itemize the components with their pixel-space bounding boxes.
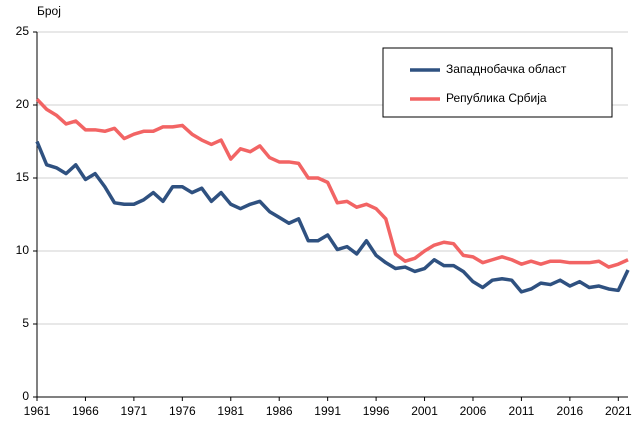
x-tick-label: 2016 <box>557 404 584 418</box>
y-tick-label: 20 <box>16 97 30 111</box>
x-tick-label: 1976 <box>169 404 196 418</box>
x-tick-label: 2021 <box>605 404 632 418</box>
y-tick-label: 25 <box>16 24 30 38</box>
x-tick-label: 2006 <box>460 404 487 418</box>
x-tick-label: 1961 <box>24 404 51 418</box>
x-tick-label: 1981 <box>217 404 244 418</box>
y-tick-label: 15 <box>16 170 30 184</box>
series-line <box>35 97 629 269</box>
y-tick-label: 0 <box>22 389 29 403</box>
x-tick-label: 1991 <box>314 404 341 418</box>
y-tick-label: 5 <box>22 316 29 330</box>
x-tick-label: 1966 <box>72 404 99 418</box>
x-tick-label: 1971 <box>121 404 148 418</box>
legend-label: Република Србија <box>446 91 547 105</box>
y-axis-label: Број <box>37 4 61 18</box>
legend-label: Западнобачка област <box>446 62 567 76</box>
legend-box <box>382 47 613 118</box>
x-tick-label: 1986 <box>266 404 293 418</box>
x-tick-label: 2011 <box>509 404 535 418</box>
y-tick-label: 10 <box>16 243 30 257</box>
x-tick-label: 1996 <box>363 404 390 418</box>
series-line <box>35 140 630 294</box>
x-tick-label: 2001 <box>411 404 438 418</box>
